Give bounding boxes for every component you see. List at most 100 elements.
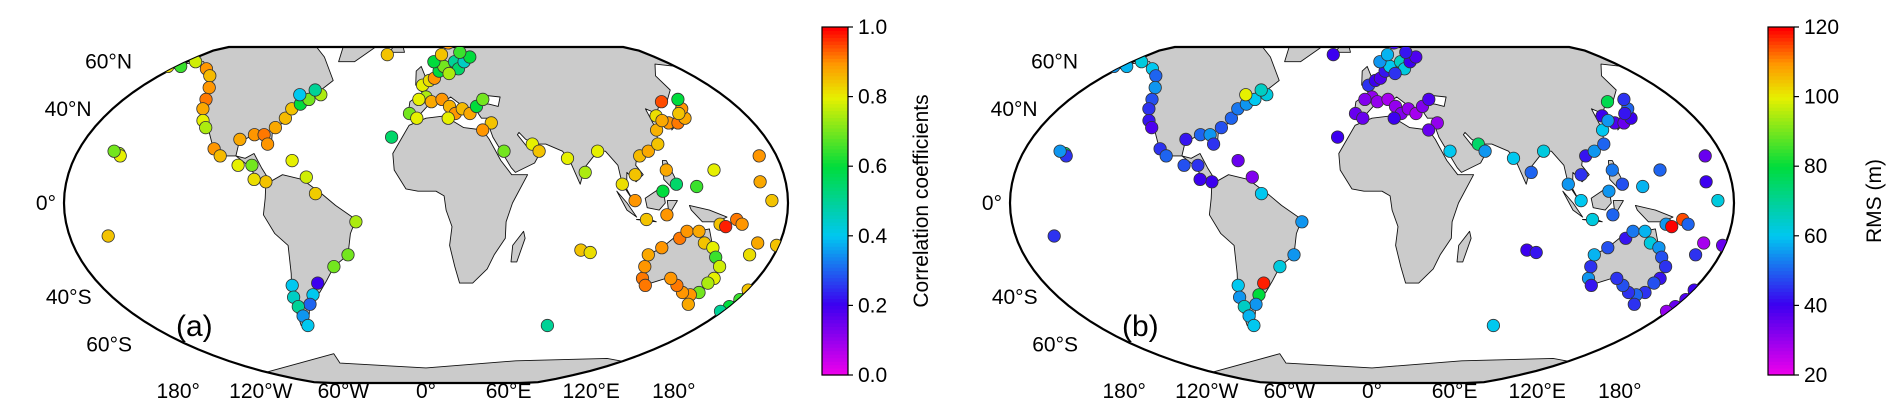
- station-marker: [1610, 271, 1624, 285]
- colorbar-swatch: [1768, 277, 1794, 282]
- station-marker: [1653, 163, 1667, 177]
- station-marker: [1422, 92, 1436, 107]
- colorbar-swatch: [1768, 187, 1794, 192]
- colorbar-title: RMS (m): [1863, 159, 1886, 243]
- landmass: [1122, 353, 1630, 383]
- colorbar-swatch: [822, 298, 848, 303]
- colorbar-swatch: [1768, 82, 1794, 87]
- colorbar-swatch: [1768, 47, 1794, 52]
- station-marker: [1478, 144, 1492, 158]
- colorbar-swatch: [822, 336, 848, 341]
- station-marker: [412, 92, 426, 107]
- colorbar-swatch: [822, 333, 848, 338]
- station-marker: [1380, 47, 1395, 62]
- station-marker: [1584, 259, 1598, 274]
- colorbar-swatch: [822, 162, 848, 167]
- colorbar-swatch: [822, 246, 848, 251]
- colorbar-swatch: [822, 117, 848, 122]
- lat-label-60n: 60°N: [85, 51, 132, 74]
- station-marker: [638, 278, 652, 292]
- station-marker: [765, 194, 779, 208]
- station-marker: [1399, 47, 1413, 59]
- colorbar-ticks: 20 40 60 80 100 120: [1794, 16, 1839, 387]
- colorbar-swatch: [822, 249, 848, 254]
- colorbar-swatch: [822, 214, 848, 219]
- colorbar: 0.0 0.2 0.4 0.6 0.8 1.0 Correlation coef…: [821, 16, 933, 387]
- station-marker: [1273, 259, 1287, 274]
- colorbar-swatch: [822, 256, 848, 261]
- lon-label-180e: 180°: [652, 380, 695, 403]
- colorbar-swatch: [1768, 30, 1794, 35]
- colorbar-gradient: [822, 27, 848, 376]
- colorbar-swatch: [822, 68, 848, 73]
- station-marker: [1098, 55, 1112, 69]
- colorbar-swatch: [1768, 124, 1794, 129]
- colorbar-swatch: [1768, 152, 1794, 157]
- landmass: [1456, 230, 1472, 263]
- lon-label-120e: 120°E: [562, 380, 619, 403]
- station-marker: [1729, 238, 1734, 252]
- colorbar-swatch: [1768, 176, 1794, 181]
- landmass: [1338, 115, 1475, 284]
- colorbar-swatch: [1768, 114, 1794, 119]
- colorbar-swatch: [1768, 301, 1794, 306]
- station-marker: [690, 179, 704, 194]
- colorbar-swatch: [822, 173, 848, 178]
- colorbar-swatch: [822, 127, 848, 132]
- station-marker: [1697, 236, 1711, 250]
- colorbar-swatch: [822, 79, 848, 84]
- colorbar-swatch: [1768, 169, 1794, 174]
- colorbar-swatch: [822, 267, 848, 272]
- station-marker: [590, 144, 605, 158]
- colorbar-swatch: [1768, 347, 1794, 352]
- lat-label-40s: 40°S: [46, 286, 92, 309]
- lon-label-0: 0°: [1362, 380, 1382, 403]
- colorbar-swatch: [1768, 27, 1794, 32]
- station-markers: [101, 32, 788, 333]
- colorbar-swatch: [822, 319, 848, 324]
- colorbar-swatch: [822, 242, 848, 247]
- colorbar-swatch: [1768, 44, 1794, 49]
- colorbar-swatch: [1768, 326, 1794, 331]
- colorbar-swatch: [1768, 197, 1794, 202]
- station-marker: [449, 32, 461, 44]
- colorbar-swatch: [1768, 361, 1794, 366]
- colorbar-swatch: [1768, 329, 1794, 334]
- colorbar-swatch: [822, 364, 848, 369]
- colorbar-swatch: [822, 294, 848, 300]
- station-marker: [1679, 292, 1693, 307]
- station-marker: [1193, 172, 1207, 186]
- colorbar-swatch: [1768, 148, 1794, 153]
- colorbar-swatch: [822, 47, 848, 52]
- colorbar-swatch: [1768, 305, 1794, 310]
- colorbar-swatch: [1768, 72, 1794, 77]
- colorbar-swatch: [822, 124, 848, 129]
- colorbar-swatch: [822, 235, 848, 240]
- colorbar-swatch: [1768, 270, 1794, 275]
- colorbar-tick-label: 0.2: [858, 294, 887, 317]
- colorbar-swatch: [822, 308, 848, 313]
- colorbar-swatch: [822, 218, 848, 223]
- station-marker: [1402, 30, 1414, 42]
- station-marker: [1224, 111, 1238, 125]
- station-marker: [1584, 278, 1598, 292]
- station-marker: [719, 220, 733, 234]
- colorbar-swatch: [1768, 93, 1794, 98]
- colorbar-swatch: [1768, 357, 1794, 362]
- colorbar-swatch: [822, 82, 848, 87]
- colorbar-swatch: [822, 44, 848, 49]
- lat-label-60s: 60°S: [86, 333, 132, 356]
- station-marker: [1254, 83, 1268, 97]
- station-marker: [1254, 187, 1269, 201]
- colorbar-swatch: [1768, 315, 1794, 320]
- landmass: [510, 230, 526, 263]
- colorbar-swatch: [822, 61, 848, 66]
- colorbar-swatch: [822, 114, 848, 119]
- colorbar-swatch: [822, 107, 848, 112]
- colorbar-gradient: [1768, 27, 1794, 376]
- station-marker: [1149, 69, 1163, 83]
- colorbar-swatch: [1768, 308, 1794, 313]
- lon-label-60e: 60°E: [486, 380, 532, 403]
- station-marker: [1597, 137, 1611, 151]
- colorbar-swatch: [1768, 68, 1794, 73]
